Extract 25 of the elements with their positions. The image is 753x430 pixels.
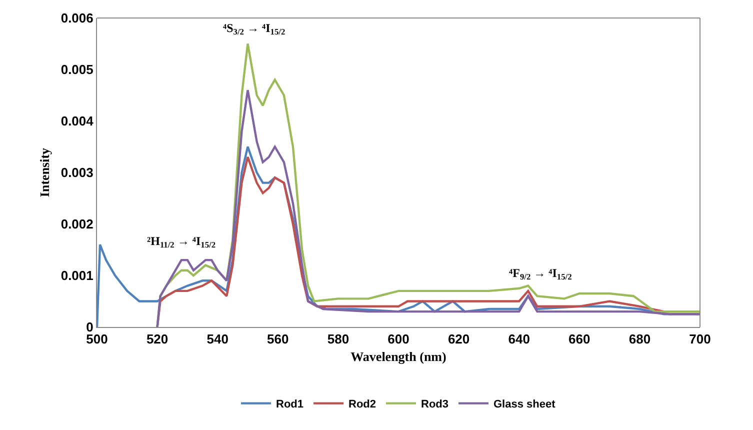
legend-label: Glass sheet <box>494 398 556 411</box>
y-axis-title: Intensity <box>36 147 52 198</box>
x-tick-label: 620 <box>448 332 470 347</box>
x-tick-label: 580 <box>327 332 350 347</box>
y-tick-label: 0.005 <box>60 62 94 78</box>
y-tick-label: 0.002 <box>60 216 94 232</box>
annotation: ⁴F$_{9/2}$ → ⁴I$_{15/2}$ <box>509 266 572 282</box>
annotation: ²H$_{11/2}$ → ⁴I$_{15/2}$ <box>147 234 216 250</box>
x-tick-label: 540 <box>206 332 228 347</box>
y-tick-label: 0.006 <box>60 10 94 26</box>
annotation: ⁴S$_{3/2}$ → ⁴I$_{15/2}$ <box>223 21 286 37</box>
x-tick-label: 700 <box>689 332 711 347</box>
y-tick-label: 0.001 <box>60 268 94 284</box>
x-axis-title: Wavelength (nm) <box>350 349 446 364</box>
legend-label: Rod2 <box>348 398 376 411</box>
y-tick-label: 0.004 <box>60 114 94 129</box>
x-tick-label: 560 <box>267 332 289 347</box>
y-tick-label: 0.003 <box>60 165 94 180</box>
legend-label: Rod3 <box>421 398 448 411</box>
legend-label: Rod1 <box>276 398 304 411</box>
x-tick-label: 600 <box>388 332 410 347</box>
x-tick-label: 680 <box>628 332 651 347</box>
x-tick-label: 640 <box>508 332 530 347</box>
x-tick-label: 520 <box>146 332 168 347</box>
x-tick-label: 660 <box>568 332 590 347</box>
